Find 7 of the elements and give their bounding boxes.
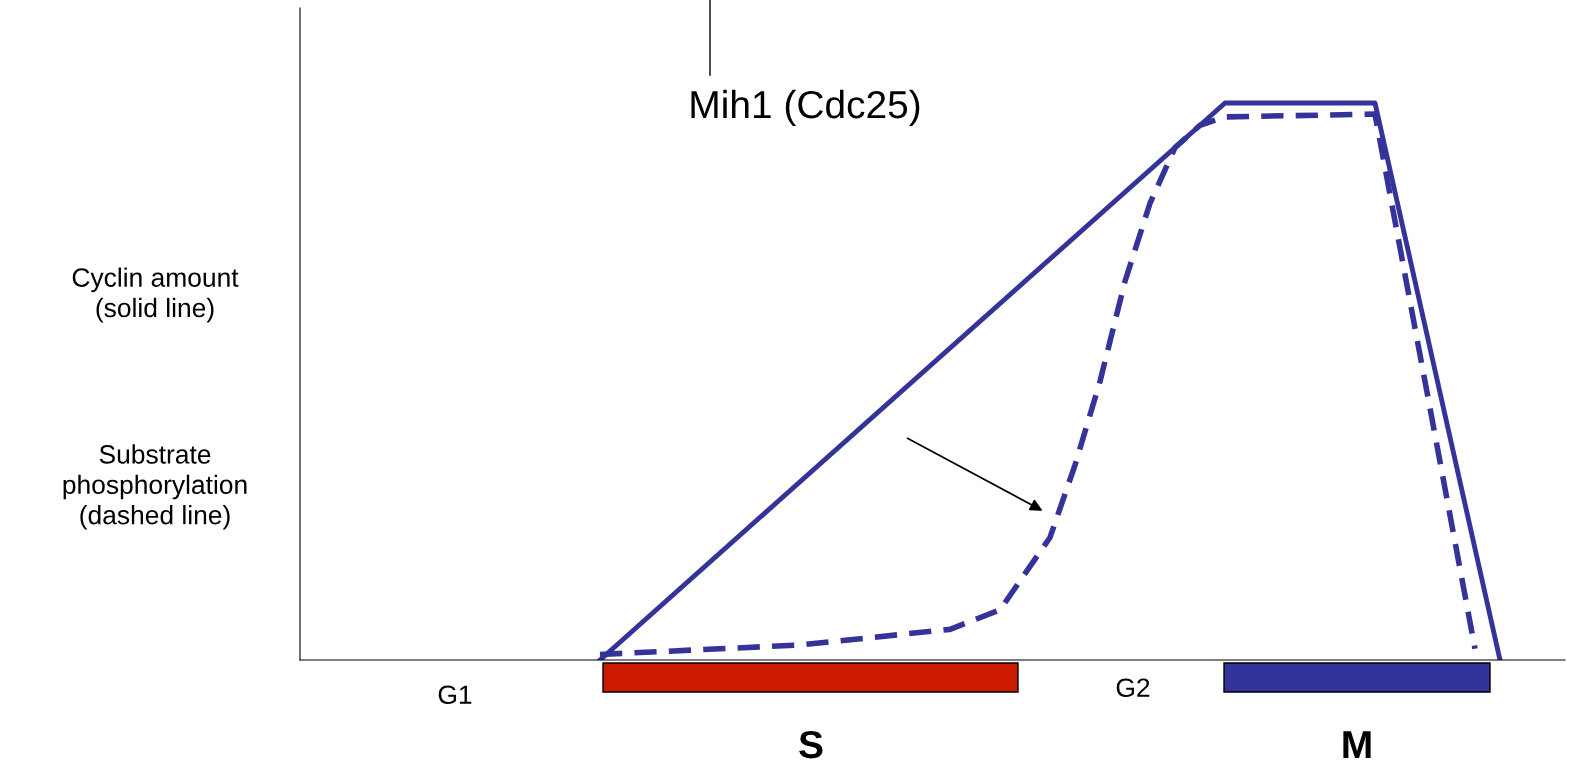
text: G1 xyxy=(438,685,472,705)
text: M xyxy=(1343,731,1371,759)
text: S xyxy=(799,730,823,759)
text: Substrate phosphorylation (dashed line) xyxy=(63,444,247,530)
text: Cyclin amount (solid line) xyxy=(72,267,239,323)
text: G2 xyxy=(1116,678,1150,698)
annotation: Mih1 (Cdc25) xyxy=(691,89,920,127)
